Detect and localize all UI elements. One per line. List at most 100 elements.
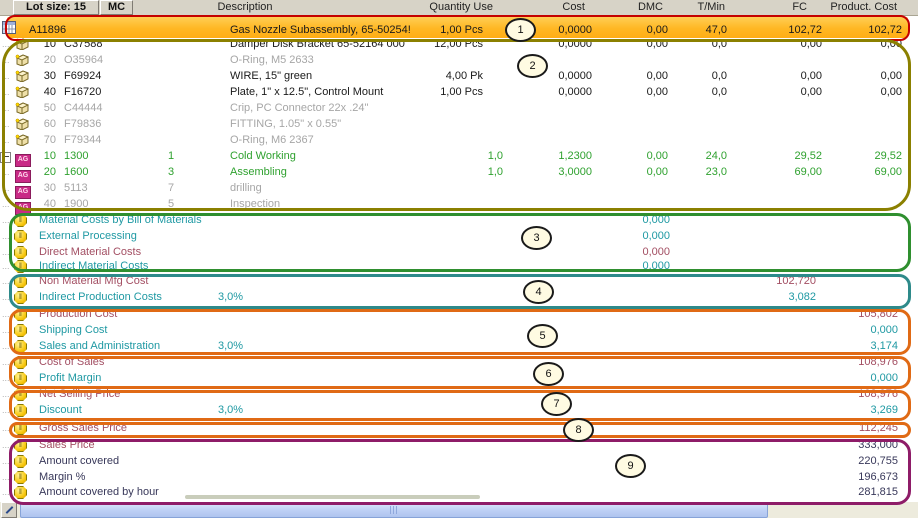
cell-op-number: 3 bbox=[168, 166, 175, 178]
cost-item-icon: ‖ bbox=[14, 388, 27, 401]
material-box-icon bbox=[15, 86, 30, 103]
material-row[interactable]: 10 C37588 Damper Disk Bracket 65-52164 000… bbox=[0, 36, 918, 52]
tree-branch-dots bbox=[2, 180, 10, 196]
operation-ag-icon: AG bbox=[15, 166, 31, 183]
summary-value: 0,000 bbox=[642, 260, 670, 272]
tree-branch-dots bbox=[2, 68, 10, 84]
lot-size-button[interactable]: Lot size: 15 bbox=[13, 0, 99, 15]
summary-value: 3,082 bbox=[788, 291, 816, 303]
summary-row[interactable]: ‖ Margin % 196,673 bbox=[0, 469, 918, 485]
summary-value: 0,000 bbox=[642, 230, 670, 242]
ag-badge-label: AG bbox=[15, 170, 31, 183]
cell-description: FITTING, 1.05" x 0.55" bbox=[230, 118, 342, 130]
cost-item-icon: ‖ bbox=[14, 275, 27, 288]
ag-badge-label: AG bbox=[15, 154, 31, 167]
cell-fc: 69,00 bbox=[794, 166, 822, 178]
col-header-fc: FC bbox=[792, 1, 807, 13]
summary-row[interactable]: ‖ Discount 3,0% 3,269 bbox=[0, 402, 918, 418]
summary-row[interactable]: ‖ Profit Margin 0,000 bbox=[0, 370, 918, 386]
summary-label: Margin % bbox=[39, 471, 86, 483]
summary-row[interactable]: ‖ Gross Sales Price 112,245 bbox=[0, 420, 918, 436]
cell-fc: 0,00 bbox=[800, 86, 822, 98]
cell-description: Inspection bbox=[230, 198, 281, 210]
summary-value: 220,755 bbox=[858, 455, 898, 467]
cell-position: 60 bbox=[43, 118, 56, 130]
cell-item-code: C44444 bbox=[64, 102, 103, 114]
summary-row[interactable]: ‖ Material Costs by Bill of Materials 0,00… bbox=[0, 212, 918, 228]
material-row[interactable]: 50 C44444 Crip, PC Connector 22x .24" bbox=[0, 100, 918, 116]
tree-branch-dots bbox=[2, 469, 10, 485]
operation-row[interactable]: AG 20 1600 3 Assembling 1,0 3,0000 0,00 23,0 69,0… bbox=[0, 164, 918, 183]
summary-row[interactable]: ‖ Production Cost 105,802 bbox=[0, 306, 918, 322]
cell-quantity-use: 1,0 bbox=[487, 166, 503, 178]
operation-ag-icon: AG bbox=[15, 182, 31, 199]
tree-expander[interactable] bbox=[0, 152, 11, 163]
material-row[interactable]: 60 F79836 FITTING, 1.05" x 0.55" bbox=[0, 116, 918, 132]
summary-row[interactable]: ‖ Indirect Material Costs 0,000 bbox=[0, 258, 918, 274]
summary-row[interactable]: ‖ Amount covered by hour 281,815 bbox=[0, 484, 918, 500]
summary-value: 105,802 bbox=[858, 308, 898, 320]
cell-position: 30 bbox=[43, 182, 56, 194]
cell-description: Gas Nozzle Subassembly, 65-50254! bbox=[230, 24, 411, 36]
cost-item-icon: ‖ bbox=[14, 246, 27, 259]
cell-cost: 1,2300 bbox=[558, 150, 592, 162]
root-row[interactable]: A11896 Gas Nozzle Subassembly, 65-50254! 1… bbox=[0, 17, 918, 41]
summary-row[interactable]: ‖ Sales and Administration 3,0% 3,174 bbox=[0, 338, 918, 354]
summary-label: Shipping Cost bbox=[39, 324, 108, 336]
material-row[interactable]: 40 F16720 Plate, 1" x 12.5", Control Mount… bbox=[0, 84, 918, 100]
cost-item-icon: ‖ bbox=[14, 356, 27, 369]
cell-quantity-use: 1,0 bbox=[487, 150, 503, 162]
cost-item-icon: ‖ bbox=[14, 324, 27, 337]
scrollbar-thumb[interactable] bbox=[20, 502, 768, 518]
material-row[interactable]: 70 F79344 O-Ring, M6 2367 bbox=[0, 132, 918, 148]
splitter-handle[interactable] bbox=[185, 495, 480, 499]
cell-tmin: 0,0 bbox=[711, 86, 727, 98]
horizontal-scrollbar[interactable] bbox=[0, 502, 918, 518]
cell-tmin: 47,0 bbox=[705, 24, 727, 36]
summary-percent: 3,0% bbox=[218, 340, 244, 352]
summary-row[interactable]: ‖ External Processing 0,000 bbox=[0, 228, 918, 244]
scroll-corner-button[interactable] bbox=[1, 502, 17, 518]
material-row[interactable]: 20 O35964 O-Ring, M5 2633 bbox=[0, 52, 918, 68]
cost-item-icon: ‖ bbox=[14, 214, 27, 227]
summary-value: 0,000 bbox=[870, 372, 898, 384]
cell-fc: 0,00 bbox=[800, 70, 822, 82]
cell-description: drilling bbox=[230, 182, 262, 194]
cell-dmc: 0,00 bbox=[646, 70, 668, 82]
summary-label: Sales Price bbox=[39, 439, 95, 451]
summary-row[interactable]: ‖ Non Material Mfg Cost 102,720 bbox=[0, 273, 918, 289]
cell-product-cost: 102,72 bbox=[868, 24, 902, 36]
summary-label: Material Costs by Bill of Materials bbox=[39, 214, 202, 226]
cell-position: 40 bbox=[43, 198, 56, 210]
col-header-dmc: DMC bbox=[637, 1, 663, 13]
cell-item-code: 1600 bbox=[64, 166, 89, 178]
col-header-tmin: T/Min bbox=[697, 1, 726, 13]
tree-branch-dots bbox=[2, 212, 10, 228]
material-box-icon bbox=[15, 70, 30, 87]
cell-item-code: O35964 bbox=[64, 54, 104, 66]
cell-op-number: 1 bbox=[168, 150, 175, 162]
summary-label: Direct Material Costs bbox=[39, 246, 142, 258]
summary-row[interactable]: ‖ Shipping Cost 0,000 bbox=[0, 322, 918, 338]
cell-fc: 0,00 bbox=[800, 38, 822, 50]
cost-item-icon: ‖ bbox=[14, 308, 27, 321]
summary-row[interactable]: ‖ Direct Material Costs 0,000 bbox=[0, 244, 918, 260]
summary-row[interactable]: ‖ Indirect Production Costs 3,0% 3,082 bbox=[0, 289, 918, 305]
summary-row[interactable]: ‖ Cost of Sales 108,976 bbox=[0, 354, 918, 370]
summary-row[interactable]: ‖ Net Selling Price 108,976 bbox=[0, 386, 918, 402]
cell-tmin: 24,0 bbox=[705, 150, 727, 162]
tree-branch-dots bbox=[2, 354, 10, 370]
summary-row[interactable]: ‖ Amount covered 220,755 bbox=[0, 453, 918, 469]
mc-button[interactable]: MC bbox=[100, 0, 133, 15]
cell-cost: 3,0000 bbox=[558, 166, 592, 178]
cost-item-icon: ‖ bbox=[14, 230, 27, 243]
summary-value: 0,000 bbox=[642, 214, 670, 226]
summary-row[interactable]: ‖ Sales Price 333,000 bbox=[0, 437, 918, 453]
cell-dmc: 0,00 bbox=[646, 38, 668, 50]
operation-row[interactable]: AG 30 5113 7 drilling bbox=[0, 180, 918, 199]
operation-row[interactable]: AG 10 1300 1 Cold Working 1,0 1,2300 0,00 24,0 29… bbox=[0, 148, 918, 167]
tree-branch-dots bbox=[2, 52, 10, 68]
